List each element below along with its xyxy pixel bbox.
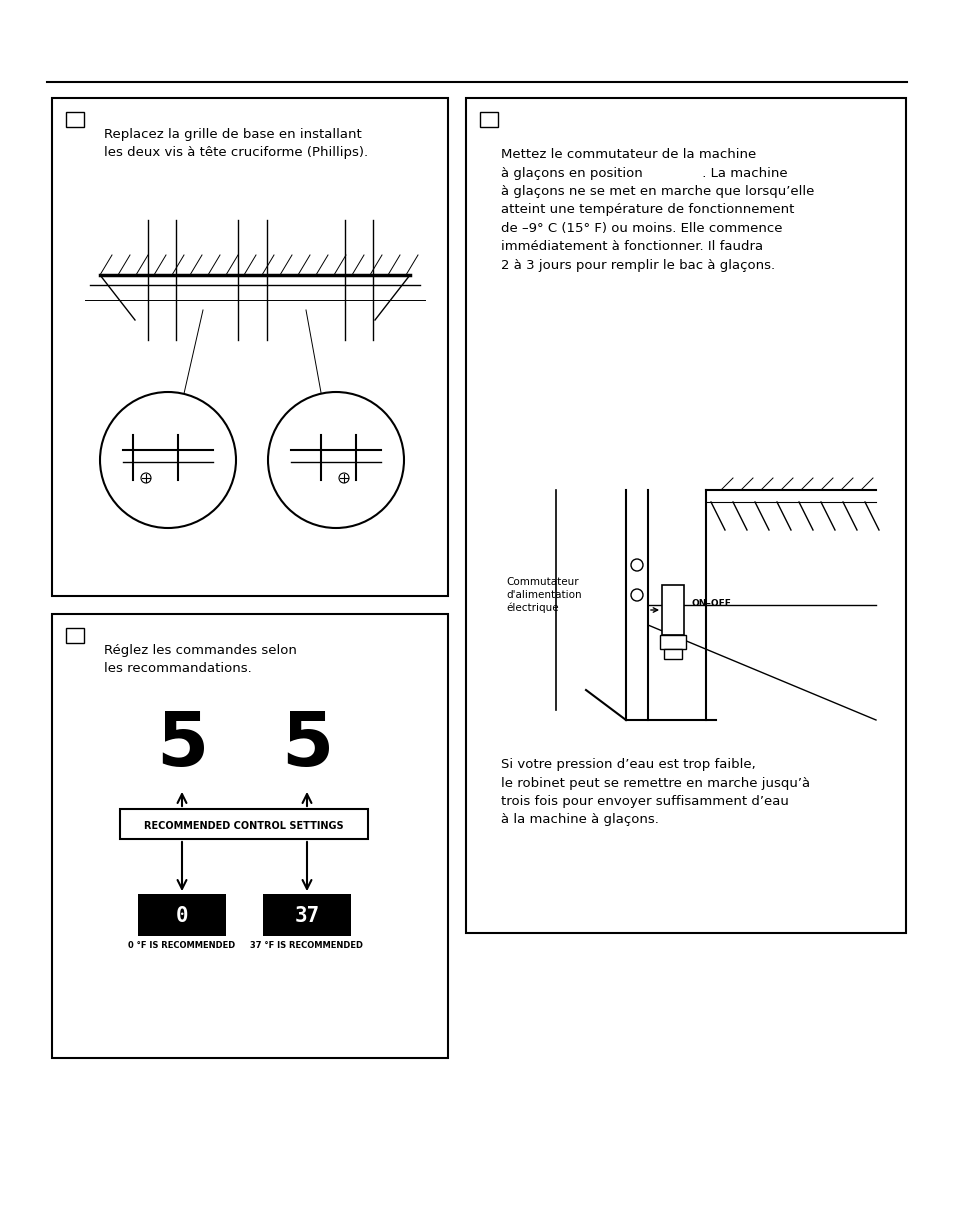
Bar xyxy=(663,649,681,659)
Circle shape xyxy=(338,472,349,483)
Bar xyxy=(52,614,448,1058)
Bar xyxy=(465,98,905,933)
Bar xyxy=(66,628,84,643)
Text: Réglez les commandes selon
les recommandations.: Réglez les commandes selon les recommand… xyxy=(104,644,296,675)
Bar xyxy=(120,809,368,839)
Text: 0 °F IS RECOMMENDED: 0 °F IS RECOMMENDED xyxy=(129,941,235,950)
Text: Si votre pression d’eau est trop faible,
le robinet peut se remettre en marche j: Si votre pression d’eau est trop faible,… xyxy=(500,758,809,827)
Bar xyxy=(66,112,84,128)
Bar xyxy=(138,894,226,936)
Circle shape xyxy=(141,472,151,483)
Text: 5: 5 xyxy=(280,709,333,782)
Circle shape xyxy=(100,391,235,528)
Text: 37: 37 xyxy=(294,906,319,926)
Bar xyxy=(661,585,683,636)
Bar xyxy=(659,636,685,649)
Text: 0: 0 xyxy=(175,906,188,926)
Bar xyxy=(80,200,430,380)
Bar xyxy=(263,894,351,936)
Text: ON–OFF: ON–OFF xyxy=(691,599,731,609)
Bar xyxy=(479,112,497,128)
Bar xyxy=(496,480,885,730)
Text: Mettez le commutateur de la machine
à glaçons en position              . La mach: Mettez le commutateur de la machine à gl… xyxy=(500,148,814,272)
Text: Commutateur
d'alimentation
électrique: Commutateur d'alimentation électrique xyxy=(505,577,581,612)
Text: 5: 5 xyxy=(155,709,208,782)
Text: 37 °F IS RECOMMENDED: 37 °F IS RECOMMENDED xyxy=(251,941,363,950)
Text: Replacez la grille de base en installant
les deux vis à tête cruciforme (Phillip: Replacez la grille de base en installant… xyxy=(104,128,368,160)
Bar xyxy=(52,98,448,596)
Text: RECOMMENDED CONTROL SETTINGS: RECOMMENDED CONTROL SETTINGS xyxy=(144,821,343,831)
Circle shape xyxy=(268,391,403,528)
